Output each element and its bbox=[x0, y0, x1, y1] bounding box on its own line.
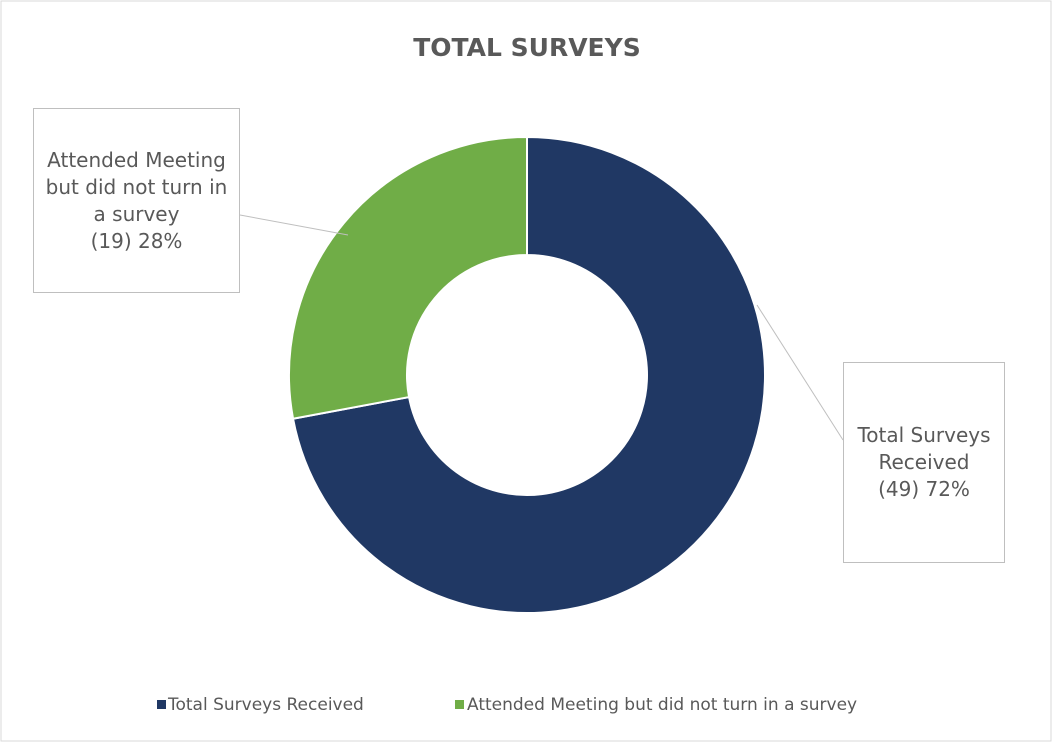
donut-segment bbox=[288, 135, 528, 420]
data-label-category: Total Surveys Received bbox=[857, 423, 991, 474]
data-label: Attended Meeting but did not turn in a s… bbox=[33, 108, 240, 293]
donut-segment bbox=[291, 135, 766, 614]
legend-swatch bbox=[157, 700, 166, 709]
data-label-value: (49) 72% bbox=[878, 477, 970, 501]
legend-swatch bbox=[455, 700, 464, 709]
leader-line bbox=[756, 304, 844, 441]
data-label-value: (19) 28% bbox=[90, 228, 183, 253]
chart-title: TOTAL SURVEYS bbox=[413, 33, 641, 62]
data-label: Total Surveys Received (49) 72% bbox=[843, 362, 1005, 563]
legend-label: Total Surveys Received bbox=[167, 695, 364, 715]
data-label-category: Attended Meeting but did not turn in a s… bbox=[45, 147, 228, 226]
legend-label: Attended Meeting but did not turn in a s… bbox=[467, 695, 857, 715]
leader-line bbox=[239, 214, 349, 236]
